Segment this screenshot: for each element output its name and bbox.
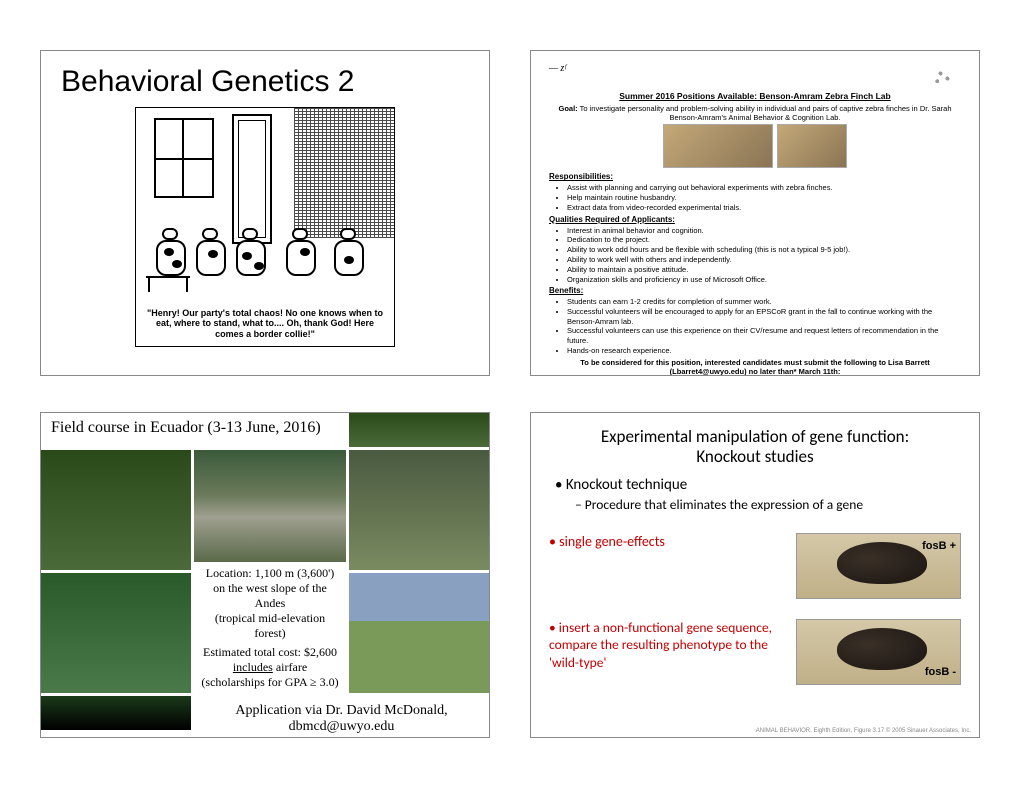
photo-bird — [41, 573, 191, 693]
door-drawing — [232, 114, 272, 244]
slide-behavioral-genetics-title: Behavioral Genetics 2 "Henry! Our party'… — [40, 50, 490, 376]
photo-forest-group — [41, 450, 191, 570]
list-item: Assist with planning and carrying out be… — [567, 183, 961, 192]
table-drawing — [146, 276, 190, 294]
logo-left: — zᶠ — [549, 63, 566, 76]
finch-photo — [777, 124, 847, 168]
list-item: Dedication to the project. — [567, 235, 961, 244]
cow-figure — [286, 230, 320, 276]
cartoon-caption: "Henry! Our party's total chaos! No one … — [136, 304, 394, 346]
cartoon-panel: "Henry! Our party's total chaos! No one … — [135, 107, 395, 347]
responsibilities-list: Assist with planning and carrying out be… — [549, 183, 961, 212]
bullet-knockout: • Knockout technique — [555, 476, 961, 494]
cow-figure — [334, 230, 368, 276]
photo-hand-bird — [349, 413, 489, 447]
posting-goal: Goal: To investigate personality and pro… — [549, 104, 961, 123]
row-single-gene: • single gene-effects fosB + — [549, 533, 961, 599]
list-item: Organization skills and proficiency in u… — [567, 275, 961, 284]
benefits-heading: Benefits: — [549, 286, 961, 296]
slide-knockout-studies: Experimental manipulation of gene functi… — [530, 412, 980, 738]
list-item: Hands-on research experience. — [567, 346, 961, 355]
cow-figure — [196, 230, 230, 276]
list-item: Successful volunteers can use this exper… — [567, 326, 961, 345]
list-item: Ability to work odd hours and be flexibl… — [567, 245, 961, 254]
benefits-list: Students can earn 1-2 credits for comple… — [549, 297, 961, 355]
photo-bird-dark — [41, 696, 191, 730]
mouse-photo-fosb-minus: fosB - — [796, 619, 961, 685]
slide-job-posting: — zᶠ Summer 2016 Positions Available: Be… — [530, 50, 980, 376]
cartoon-scene — [136, 108, 394, 304]
qualities-list: Interest in animal behavior and cognitio… — [549, 226, 961, 285]
window-drawing — [154, 118, 214, 198]
bullet-single-gene: • single gene-effects — [549, 533, 784, 551]
photo-hummingbird — [349, 450, 489, 570]
bullet-insert-nonfunctional: • insert a non-functional gene sequence,… — [549, 619, 784, 672]
list-item: Successful volunteers will be encouraged… — [567, 307, 961, 326]
course-title: Field course in Ecuador (3-13 June, 2016… — [41, 413, 346, 447]
list-item: Extract data from video-recorded experim… — [567, 203, 961, 212]
responsibilities-heading: Responsibilities: — [549, 172, 961, 182]
submit-instructions: To be considered for this position, inte… — [549, 358, 961, 376]
slide4-title: Experimental manipulation of gene functi… — [549, 427, 961, 468]
qualities-heading: Qualities Required of Applicants: — [549, 215, 961, 225]
course-apply: Application via Dr. David McDonald, dbmc… — [194, 696, 489, 730]
list-item: Students can earn 1-2 credits for comple… — [567, 297, 961, 306]
course-center: Location: 1,100 m (3,600') on the west s… — [194, 450, 346, 693]
posting-title: Summer 2016 Positions Available: Benson-… — [549, 91, 961, 102]
photo-waterfall — [194, 450, 346, 562]
figure-credit: ANIMAL BEHAVIOR, Eighth Edition, Figure … — [756, 728, 971, 734]
photo-lodge — [349, 573, 489, 693]
list-item: Ability to work well with others and ind… — [567, 255, 961, 264]
finch-photo — [663, 124, 773, 168]
logo-right-icon — [927, 63, 961, 89]
list-item: Ability to maintain a positive attitude. — [567, 265, 961, 274]
course-details: Location: 1,100 m (3,600') on the west s… — [194, 562, 346, 694]
cow-figure — [236, 230, 270, 276]
posting-header: — zᶠ — [549, 63, 961, 89]
wall-hatching — [294, 108, 394, 238]
bullet-knockout-sub: – Procedure that eliminates the expressi… — [575, 496, 961, 513]
label-fosb-minus: fosB - — [925, 666, 956, 678]
posting-photos — [549, 124, 961, 168]
mouse-photo-fosb-plus: fosB + — [796, 533, 961, 599]
label-fosb-plus: fosB + — [922, 540, 956, 552]
list-item: Interest in animal behavior and cognitio… — [567, 226, 961, 235]
cow-figure — [156, 230, 190, 276]
list-item: Help maintain routine husbandry. — [567, 193, 961, 202]
slide-ecuador-course: Field course in Ecuador (3-13 June, 2016… — [40, 412, 490, 738]
slide1-title: Behavioral Genetics 2 — [61, 65, 469, 99]
row-insert-nonfunctional: • insert a non-functional gene sequence,… — [549, 619, 961, 685]
